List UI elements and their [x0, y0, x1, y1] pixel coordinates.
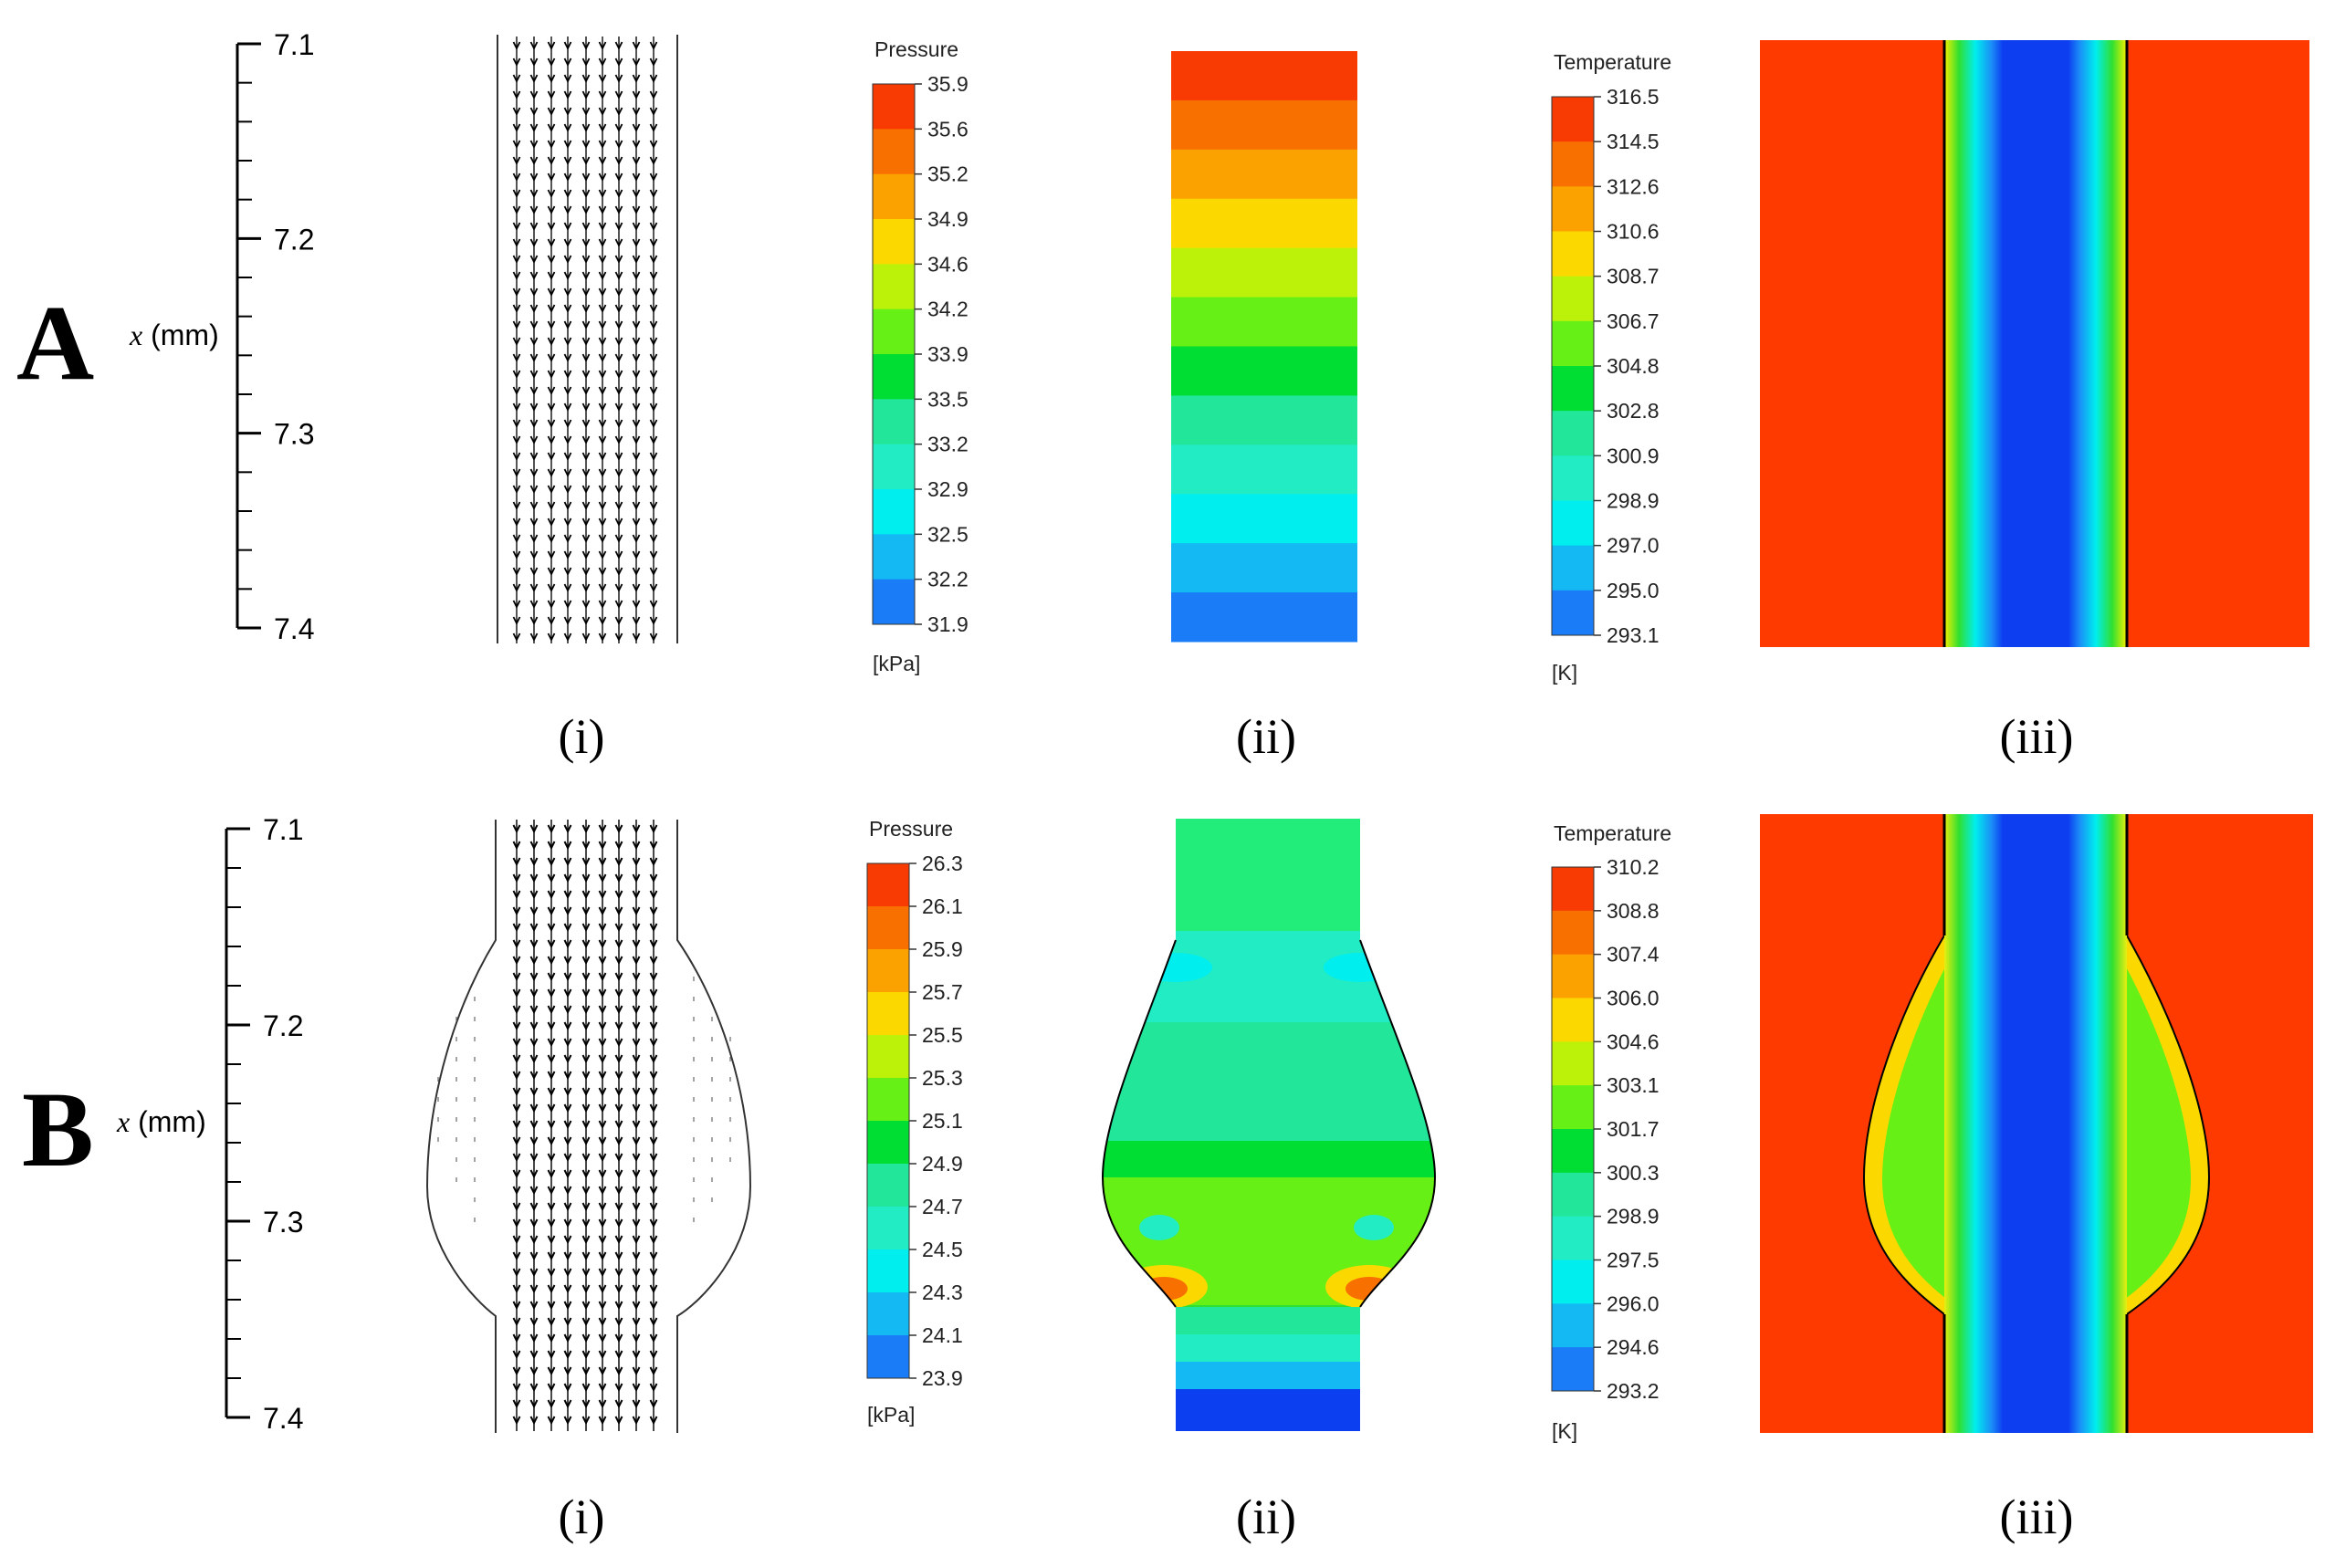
- axis-tick-label: 7.4: [263, 1402, 303, 1435]
- colorbar-value: 34.6: [927, 252, 969, 276]
- colorbar-value: 298.9: [1607, 1205, 1660, 1228]
- row-label: B: [22, 1070, 94, 1189]
- colorbar-value: 35.6: [927, 117, 969, 141]
- colorbar-value: 294.6: [1607, 1335, 1660, 1359]
- colorbar-value: 306.0: [1607, 987, 1660, 1010]
- colorbar-title: Pressure: [874, 37, 958, 61]
- colorbar-value: 303.1: [1607, 1073, 1660, 1097]
- panel-label-ii: (ii): [1236, 1490, 1296, 1544]
- colorbar-value: 24.5: [922, 1238, 963, 1261]
- colorbar-value: 35.2: [927, 162, 969, 186]
- colorbar-value: 32.5: [927, 522, 969, 546]
- colorbar-value: 304.6: [1607, 1030, 1660, 1053]
- colorbar-value: 300.3: [1607, 1161, 1660, 1185]
- row-b: B 7.1 7.2 7.3 7.4 x (mm) Pressure 26.3 26.1 2…: [22, 813, 2313, 1544]
- panel-label-iii: (iii): [2000, 1490, 2074, 1544]
- axis-label: x (mm): [129, 319, 219, 351]
- axis-tick-label: 7.3: [274, 418, 314, 451]
- axis-tick-label: 7.2: [274, 223, 314, 256]
- x-axis: 7.1 7.2 7.3 7.4 x (mm): [116, 813, 303, 1435]
- colorbar-value: 316.5: [1607, 85, 1660, 109]
- colorbar-value: 33.9: [927, 342, 969, 366]
- colorbar-title: Temperature: [1554, 50, 1671, 74]
- colorbar-value: 25.1: [922, 1109, 963, 1133]
- velocity-vector-panel: [425, 820, 752, 1433]
- axis-tick-label: 7.3: [263, 1206, 303, 1239]
- colorbar-value: 25.9: [922, 937, 963, 961]
- colorbar-value: 34.2: [927, 298, 969, 321]
- pressure-contour-panel: [1101, 819, 1437, 1431]
- axis-tick-label: 7.1: [274, 28, 314, 61]
- colorbar-unit: [kPa]: [873, 652, 920, 675]
- colorbar-value: 308.7: [1607, 265, 1660, 288]
- temperature-colorbar: Temperature 316.5 314.5 312.6 310.6 308.7 306…: [1551, 50, 1671, 685]
- colorbar-value: 25.7: [922, 980, 963, 1004]
- colorbar-value: 35.9: [927, 72, 969, 96]
- colorbar-value: 304.8: [1607, 354, 1660, 378]
- colorbar-value: 31.9: [927, 612, 969, 636]
- colorbar-value: 298.9: [1607, 489, 1660, 513]
- x-axis: 7.1 7.2 7.3 7.4 x (mm): [129, 28, 314, 645]
- colorbar-value: 25.3: [922, 1066, 963, 1090]
- axis-tick-label: 7.2: [263, 1009, 303, 1042]
- colorbar-value: 293.2: [1607, 1379, 1660, 1403]
- colorbar-unit: [K]: [1552, 661, 1577, 685]
- colorbar-value: 310.6: [1607, 220, 1660, 244]
- colorbar-value: 310.2: [1607, 855, 1660, 879]
- colorbar-value: 293.1: [1607, 623, 1660, 647]
- axis-label: x (mm): [116, 1105, 206, 1138]
- colorbar-value: 297.5: [1607, 1249, 1660, 1272]
- colorbar-value: 312.6: [1607, 174, 1660, 198]
- pressure-colorbar: Pressure 35.9 35.6 35.2 34.9 34.6 34.2 33.9 33.…: [872, 37, 969, 675]
- colorbar-unit: [K]: [1552, 1419, 1577, 1443]
- panel-label-ii: (ii): [1236, 709, 1296, 764]
- panel-label-iii: (iii): [2000, 709, 2074, 764]
- colorbar-unit: [kPa]: [867, 1403, 915, 1427]
- colorbar-value: 301.7: [1607, 1117, 1660, 1141]
- colorbar-value: 24.3: [922, 1281, 963, 1304]
- colorbar-value: 32.9: [927, 477, 969, 501]
- temperature-contour-panel: [1760, 814, 2313, 1433]
- axis-tick-label: 7.1: [263, 813, 303, 846]
- colorbar-value: 24.9: [922, 1152, 963, 1176]
- colorbar-value: 26.1: [922, 894, 963, 918]
- colorbar-value: 306.7: [1607, 309, 1660, 333]
- colorbar-value: 314.5: [1607, 130, 1660, 153]
- colorbar-title: Pressure: [869, 817, 953, 841]
- colorbar-value: 32.2: [927, 568, 969, 591]
- row-label: A: [16, 283, 94, 402]
- temperature-colorbar: Temperature 310.2 308.8 307.4 306.0 304.6 303…: [1551, 821, 1671, 1443]
- colorbar-value: 24.1: [922, 1323, 963, 1347]
- colorbar-value: 24.7: [922, 1195, 963, 1218]
- colorbar-value: 33.5: [927, 387, 969, 411]
- colorbar-value: 296.0: [1607, 1291, 1660, 1315]
- axis-tick-label: 7.4: [274, 612, 314, 645]
- velocity-vector-panel: [497, 35, 678, 643]
- panel-label-i: (i): [559, 709, 605, 764]
- colorbar-title: Temperature: [1554, 821, 1671, 845]
- colorbar-value: 34.9: [927, 207, 969, 231]
- temperature-contour-panel: [1760, 40, 2309, 647]
- colorbar-value: 300.9: [1607, 444, 1660, 467]
- colorbar-value: 308.8: [1607, 899, 1660, 923]
- colorbar-value: 297.0: [1607, 534, 1660, 558]
- colorbar-value: 26.3: [922, 852, 963, 875]
- colorbar-value: 23.9: [922, 1366, 963, 1390]
- panel-label-i: (i): [559, 1490, 605, 1544]
- pressure-colorbar: Pressure 26.3 26.1 25.9 25.7 25.5 25.3 25.1 24.…: [866, 817, 963, 1427]
- row-a: A 7.1 7.2 7.3 7.4 x (mm) Pressure 35.9 35.6 3…: [16, 28, 2309, 764]
- colorbar-value: 295.0: [1607, 579, 1660, 602]
- colorbar-value: 33.2: [927, 433, 969, 456]
- colorbar-value: 307.4: [1607, 943, 1660, 967]
- pressure-contour-panel: [1171, 51, 1357, 643]
- colorbar-value: 302.8: [1607, 399, 1660, 423]
- colorbar-value: 25.5: [922, 1023, 963, 1047]
